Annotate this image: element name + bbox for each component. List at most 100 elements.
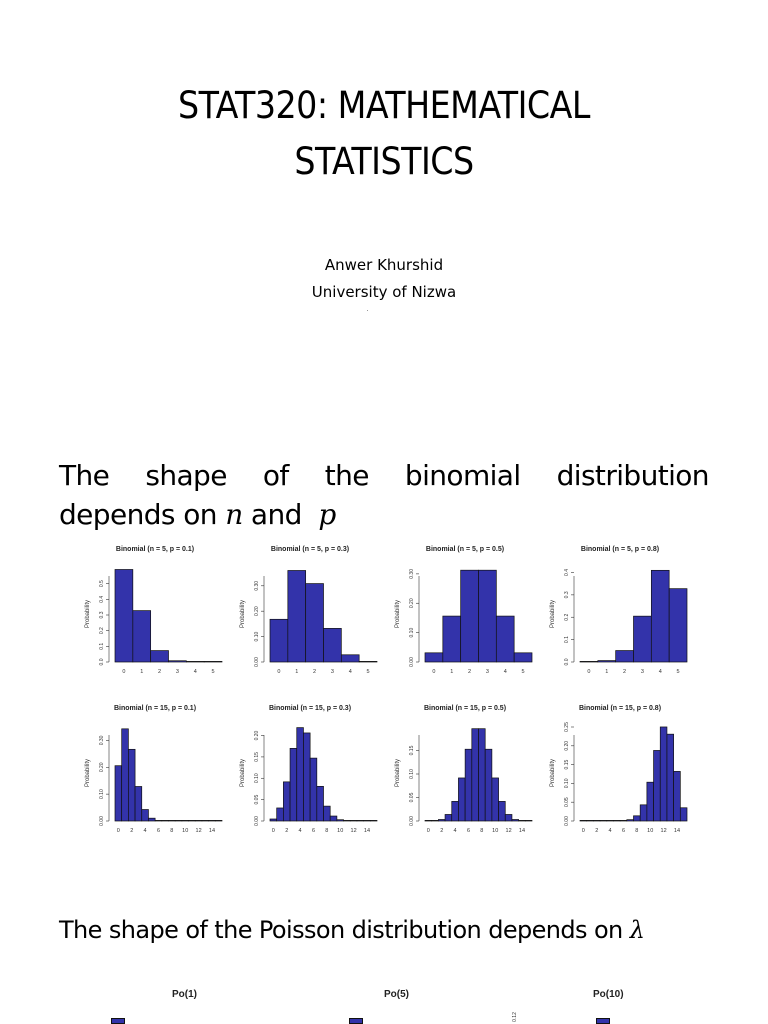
binomial-chart: Binomial (n = 15, p = 0.8) Probability 0.0… bbox=[545, 705, 695, 835]
svg-text:8: 8 bbox=[480, 828, 483, 834]
bar bbox=[478, 728, 486, 822]
svg-text:0.1: 0.1 bbox=[564, 636, 570, 643]
bar bbox=[442, 615, 462, 663]
binomial-chart: Binomial (n = 5, p = 0.1) Probability 0.0 0… bbox=[80, 546, 230, 676]
svg-text:3: 3 bbox=[176, 669, 179, 675]
chart-title: Binomial (n = 15, p = 0.3) bbox=[268, 705, 352, 712]
bar bbox=[491, 777, 499, 822]
bar bbox=[208, 820, 216, 822]
svg-text:4: 4 bbox=[504, 669, 507, 675]
bar bbox=[619, 820, 628, 822]
bar bbox=[673, 771, 681, 822]
svg-text:14: 14 bbox=[519, 828, 525, 834]
chart-title: Binomial (n = 5, p = 0.3) bbox=[270, 546, 350, 553]
svg-text:6: 6 bbox=[312, 828, 315, 834]
svg-text:0.20: 0.20 bbox=[254, 730, 260, 740]
svg-text:0.4: 0.4 bbox=[564, 569, 570, 576]
text: The shape of the Poisson distribution de… bbox=[59, 916, 630, 944]
title-line-2: STATISTICS bbox=[294, 140, 474, 183]
bar bbox=[214, 820, 223, 822]
svg-text:0.15: 0.15 bbox=[564, 760, 570, 770]
bar bbox=[174, 820, 183, 822]
bar bbox=[148, 817, 156, 822]
svg-text:0.00: 0.00 bbox=[254, 657, 260, 667]
svg-text:0.5: 0.5 bbox=[99, 580, 105, 587]
svg-text:0.00: 0.00 bbox=[409, 657, 415, 667]
word: shape bbox=[145, 459, 227, 492]
svg-text:0.15: 0.15 bbox=[254, 752, 260, 762]
bar bbox=[141, 809, 149, 822]
svg-text:10: 10 bbox=[182, 828, 188, 834]
bar bbox=[369, 820, 378, 822]
svg-text:0.30: 0.30 bbox=[254, 581, 260, 591]
svg-text:0.3: 0.3 bbox=[99, 611, 105, 618]
bar bbox=[323, 628, 342, 663]
svg-text:0: 0 bbox=[272, 828, 275, 834]
svg-text:4: 4 bbox=[609, 828, 612, 834]
bar bbox=[599, 820, 608, 822]
bar bbox=[269, 618, 289, 663]
svg-text:0.00: 0.00 bbox=[409, 816, 415, 826]
binomial-chart: Binomial (n = 5, p = 0.5) Probability 0.00… bbox=[390, 546, 540, 676]
binomial-chart: Binomial (n = 15, p = 0.5) Probability 0.0… bbox=[390, 705, 540, 835]
math-lambda: λ bbox=[629, 916, 645, 944]
bar bbox=[363, 820, 371, 822]
bar bbox=[613, 820, 621, 822]
title-line-1: STAT320: MATHEMATICAL bbox=[178, 84, 590, 127]
bar bbox=[653, 750, 661, 822]
bar bbox=[194, 820, 203, 822]
chart-title: Binomial (n = 15, p = 0.1) bbox=[113, 705, 197, 712]
svg-text:4: 4 bbox=[349, 669, 352, 675]
svg-text:0: 0 bbox=[432, 669, 435, 675]
bar bbox=[154, 820, 163, 822]
binomial-chart: Binomial (n = 15, p = 0.3) Probability 0.0… bbox=[235, 705, 385, 835]
author-block: Anwer Khurshid University of Nizwa bbox=[0, 252, 768, 306]
svg-text:2: 2 bbox=[313, 669, 316, 675]
svg-text:10: 10 bbox=[647, 828, 653, 834]
svg-text:0.05: 0.05 bbox=[409, 792, 415, 802]
bar bbox=[471, 728, 479, 822]
svg-text:0.0: 0.0 bbox=[564, 658, 570, 665]
bar bbox=[269, 818, 278, 822]
bar bbox=[668, 588, 688, 663]
bar bbox=[650, 569, 670, 663]
bar bbox=[615, 650, 634, 663]
bar bbox=[606, 820, 614, 822]
bar bbox=[296, 727, 304, 822]
svg-text:0.20: 0.20 bbox=[409, 598, 415, 608]
math-n: n bbox=[225, 498, 243, 531]
svg-text:14: 14 bbox=[364, 828, 370, 834]
svg-text:8: 8 bbox=[170, 828, 173, 834]
svg-text:0.4: 0.4 bbox=[99, 596, 105, 603]
svg-text:1: 1 bbox=[295, 669, 298, 675]
svg-text:0.15: 0.15 bbox=[409, 745, 415, 755]
svg-text:3: 3 bbox=[486, 669, 489, 675]
bar bbox=[438, 819, 446, 822]
bar bbox=[283, 781, 291, 822]
bar bbox=[460, 569, 479, 663]
svg-text:12: 12 bbox=[506, 828, 512, 834]
bar bbox=[524, 820, 533, 822]
bar bbox=[150, 650, 169, 663]
svg-text:0.00: 0.00 bbox=[564, 816, 570, 826]
svg-text:5: 5 bbox=[212, 669, 215, 675]
svg-text:8: 8 bbox=[635, 828, 638, 834]
bar bbox=[323, 805, 331, 822]
bar bbox=[451, 801, 459, 822]
svg-text:14: 14 bbox=[209, 828, 215, 834]
bar bbox=[626, 819, 634, 822]
svg-text:0.10: 0.10 bbox=[254, 632, 260, 642]
svg-text:0: 0 bbox=[427, 828, 430, 834]
bar bbox=[511, 819, 519, 822]
bar bbox=[666, 733, 674, 822]
bar bbox=[188, 820, 196, 822]
bar bbox=[203, 661, 223, 663]
chart-plot: 0.00 0.10 0.20 0.30 0 1 2 3 4 5 bbox=[254, 570, 378, 675]
chart-plot: 0.00 0.05 0.10 0.15 0.20 0.25 0 2 4 6 8 10 12 14 bbox=[564, 722, 688, 834]
svg-text:0: 0 bbox=[122, 669, 125, 675]
text: and bbox=[242, 498, 319, 531]
svg-text:0.10: 0.10 bbox=[409, 628, 415, 638]
svg-text:0.10: 0.10 bbox=[409, 769, 415, 779]
svg-text:4: 4 bbox=[659, 669, 662, 675]
bar bbox=[201, 820, 209, 822]
